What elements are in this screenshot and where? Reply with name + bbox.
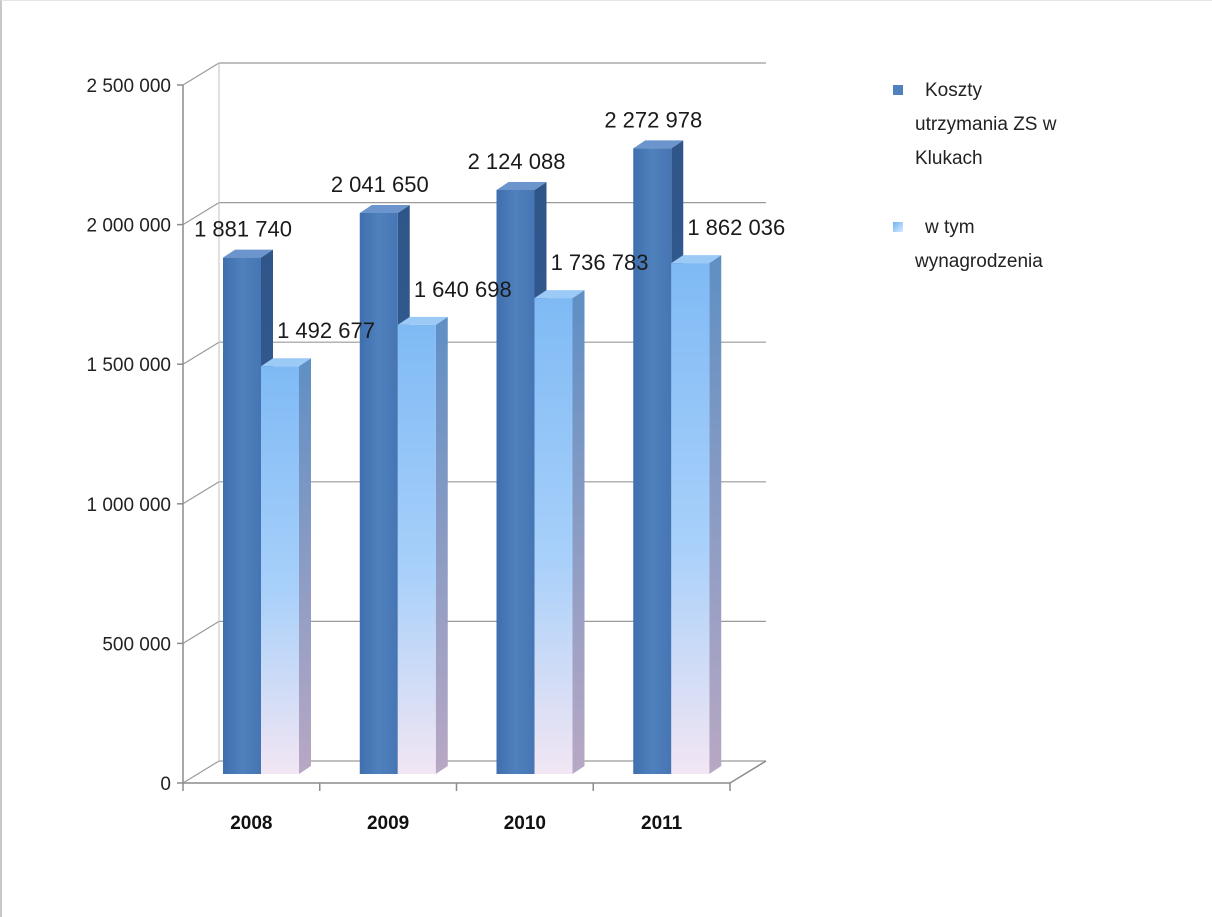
gridline-diag [182, 760, 220, 784]
bar-top [359, 204, 410, 213]
legend-label: w tym [924, 217, 975, 238]
bar-top [534, 290, 585, 299]
legend-label: Klukach [915, 148, 983, 169]
data-label: 2 124 088 [468, 149, 566, 174]
data-label: 1 492 677 [277, 318, 375, 343]
y-tick-label: 2 500 000 [86, 76, 171, 97]
data-label: 1 862 036 [687, 215, 785, 240]
legend: Koszty utrzymania ZS w Klukach w tym wynagro… [893, 80, 1057, 272]
floor-edge [729, 760, 767, 784]
gridline-diag [182, 481, 220, 505]
legend-swatch [893, 222, 903, 232]
bar-side [709, 255, 722, 774]
bar-front [261, 366, 299, 774]
bar-wynagrodzenia [261, 358, 311, 774]
bar-front [671, 263, 710, 774]
gridline-diag [182, 202, 220, 226]
data-label: 1 640 698 [414, 277, 512, 302]
data-label: 2 272 978 [604, 107, 702, 132]
bar-wynagrodzenia [534, 290, 585, 774]
bar-front [223, 257, 261, 775]
data-labels: 1 881 740 2 041 650 2 124 088 2 272 978 1 49… [194, 107, 785, 343]
data-label: 1 736 783 [551, 250, 649, 275]
bar-wynagrodzenia [397, 316, 448, 774]
bar-front [633, 148, 672, 775]
bar-front [359, 212, 398, 774]
data-label: 1 881 740 [194, 217, 292, 242]
bar-side [299, 358, 311, 774]
x-tick-label: 2009 [367, 813, 409, 834]
bar-top [261, 358, 311, 367]
bar-side [435, 316, 448, 774]
x-tick-label: 2010 [504, 813, 546, 834]
bar-wynagrodzenia [671, 255, 722, 774]
y-tick-label: 500 000 [102, 634, 171, 655]
bar-top [223, 249, 273, 258]
data-label: 2 041 650 [331, 172, 429, 197]
bar-top [633, 140, 684, 149]
y-tick-label: 1 000 000 [86, 495, 171, 516]
bar-front [534, 298, 573, 774]
x-tick-label: 2008 [230, 813, 272, 834]
legend-swatch [893, 85, 903, 95]
gridline-diag [182, 620, 220, 644]
bars [223, 140, 722, 775]
axes: 0 500 000 1 000 000 1 500 000 2 000 000 2 500… [86, 63, 767, 834]
gridline-diag [182, 341, 220, 365]
legend-label: wynagrodzenia [914, 251, 1043, 272]
bar-top [671, 255, 722, 264]
bar-top [496, 181, 547, 190]
x-tick-label: 2011 [641, 813, 683, 834]
y-tick-label: 1 500 000 [86, 355, 171, 376]
y-tick-label: 2 000 000 [86, 216, 171, 237]
legend-label: Koszty [925, 80, 983, 101]
gridline-diag [182, 62, 220, 86]
y-tick-label: 0 [160, 774, 171, 795]
bar-side [572, 290, 585, 774]
bar-top [397, 316, 448, 325]
bar-front [496, 189, 535, 774]
legend-label: utrzymania ZS w [915, 114, 1057, 135]
bar-front [397, 324, 436, 774]
